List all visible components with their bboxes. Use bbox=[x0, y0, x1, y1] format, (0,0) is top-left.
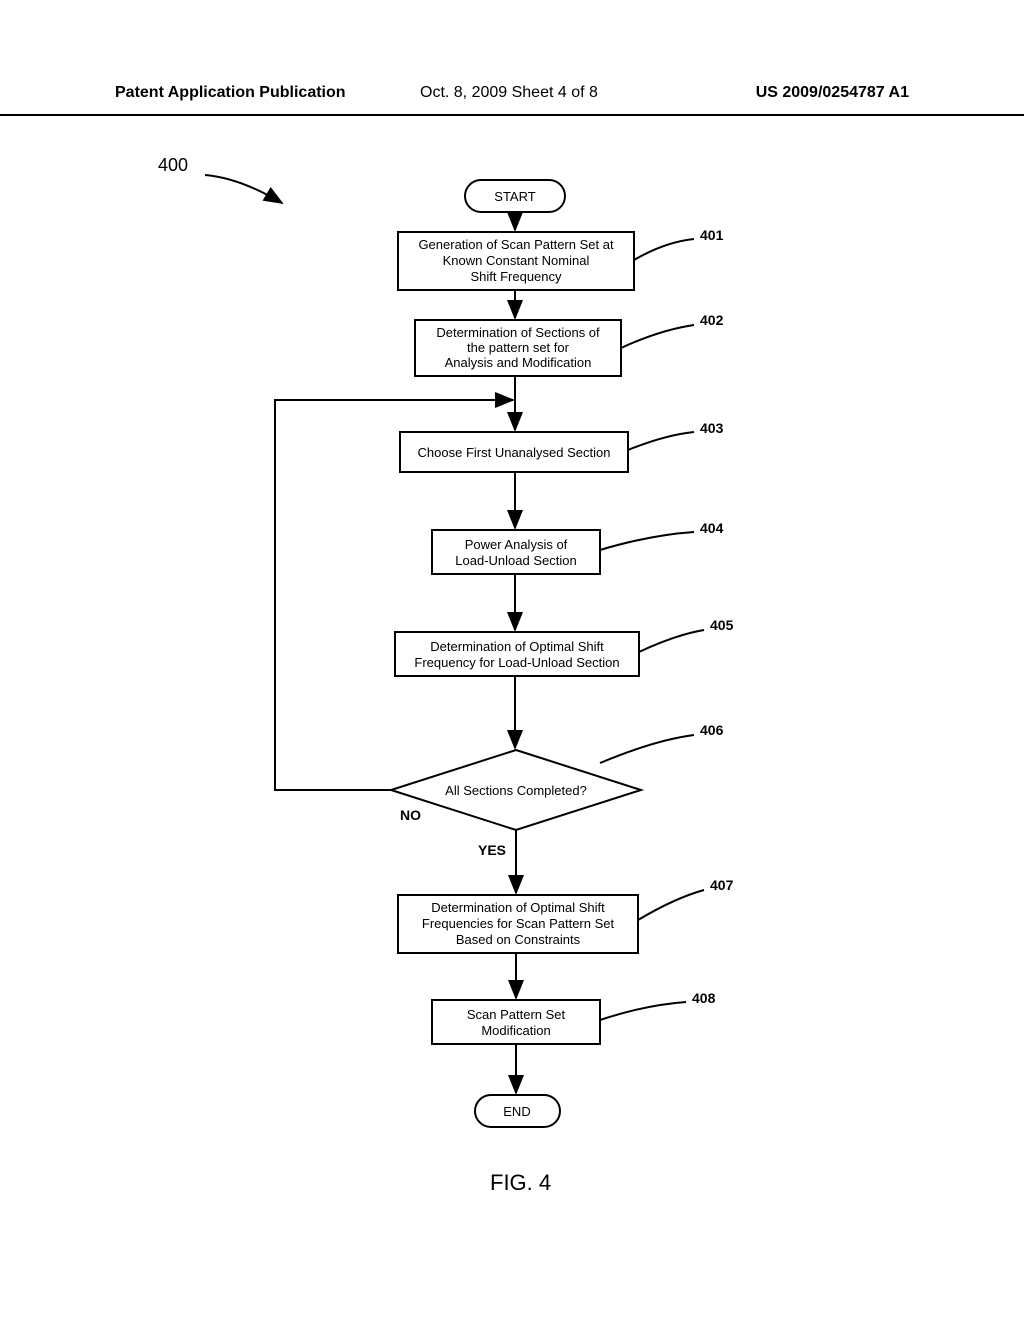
node-407-line3: Based on Constraints bbox=[456, 932, 581, 947]
callout-408: 408 bbox=[692, 990, 716, 1006]
page: Patent Application Publication Oct. 8, 2… bbox=[0, 0, 1024, 1320]
callout-407-line bbox=[638, 890, 704, 920]
node-404-line1: Power Analysis of bbox=[465, 537, 568, 552]
node-401-line1: Generation of Scan Pattern Set at bbox=[418, 237, 614, 252]
node-407-line2: Frequencies for Scan Pattern Set bbox=[422, 916, 615, 931]
callout-405: 405 bbox=[710, 617, 734, 633]
callout-402: 402 bbox=[700, 312, 724, 328]
decision-no-label: NO bbox=[400, 807, 421, 823]
node-405-line2: Frequency for Load-Unload Section bbox=[414, 655, 619, 670]
decision-yes-label: YES bbox=[478, 842, 506, 858]
node-402-line2: the pattern set for bbox=[467, 340, 570, 355]
callout-405-line bbox=[639, 630, 704, 652]
node-408-line2: Modification bbox=[481, 1023, 550, 1038]
callout-404: 404 bbox=[700, 520, 724, 536]
node-402-line3: Analysis and Modification bbox=[445, 355, 592, 370]
start-text: START bbox=[494, 189, 535, 204]
callout-402-line bbox=[621, 325, 694, 348]
node-407-line1: Determination of Optimal Shift bbox=[431, 900, 605, 915]
node-401-line3: Shift Frequency bbox=[470, 269, 562, 284]
callout-406: 406 bbox=[700, 722, 724, 738]
callout-403-line bbox=[628, 432, 694, 450]
node-406-text: All Sections Completed? bbox=[445, 783, 587, 798]
node-402-line1: Determination of Sections of bbox=[436, 325, 600, 340]
node-405-line1: Determination of Optimal Shift bbox=[430, 639, 604, 654]
ref-pointer-arrow bbox=[205, 175, 282, 203]
callout-401: 401 bbox=[700, 227, 724, 243]
node-408-line1: Scan Pattern Set bbox=[467, 1007, 566, 1022]
node-404-line2: Load-Unload Section bbox=[455, 553, 576, 568]
callout-403: 403 bbox=[700, 420, 724, 436]
callout-404-line bbox=[600, 532, 694, 550]
callout-406-line bbox=[600, 735, 694, 763]
callout-401-line bbox=[634, 239, 694, 260]
callout-408-line bbox=[600, 1002, 686, 1020]
node-401-line2: Known Constant Nominal bbox=[443, 253, 590, 268]
node-403-line1: Choose First Unanalysed Section bbox=[418, 445, 611, 460]
end-text: END bbox=[503, 1104, 530, 1119]
callout-407: 407 bbox=[710, 877, 734, 893]
flowchart-svg: START Generation of Scan Pattern Set at … bbox=[0, 0, 1024, 1320]
